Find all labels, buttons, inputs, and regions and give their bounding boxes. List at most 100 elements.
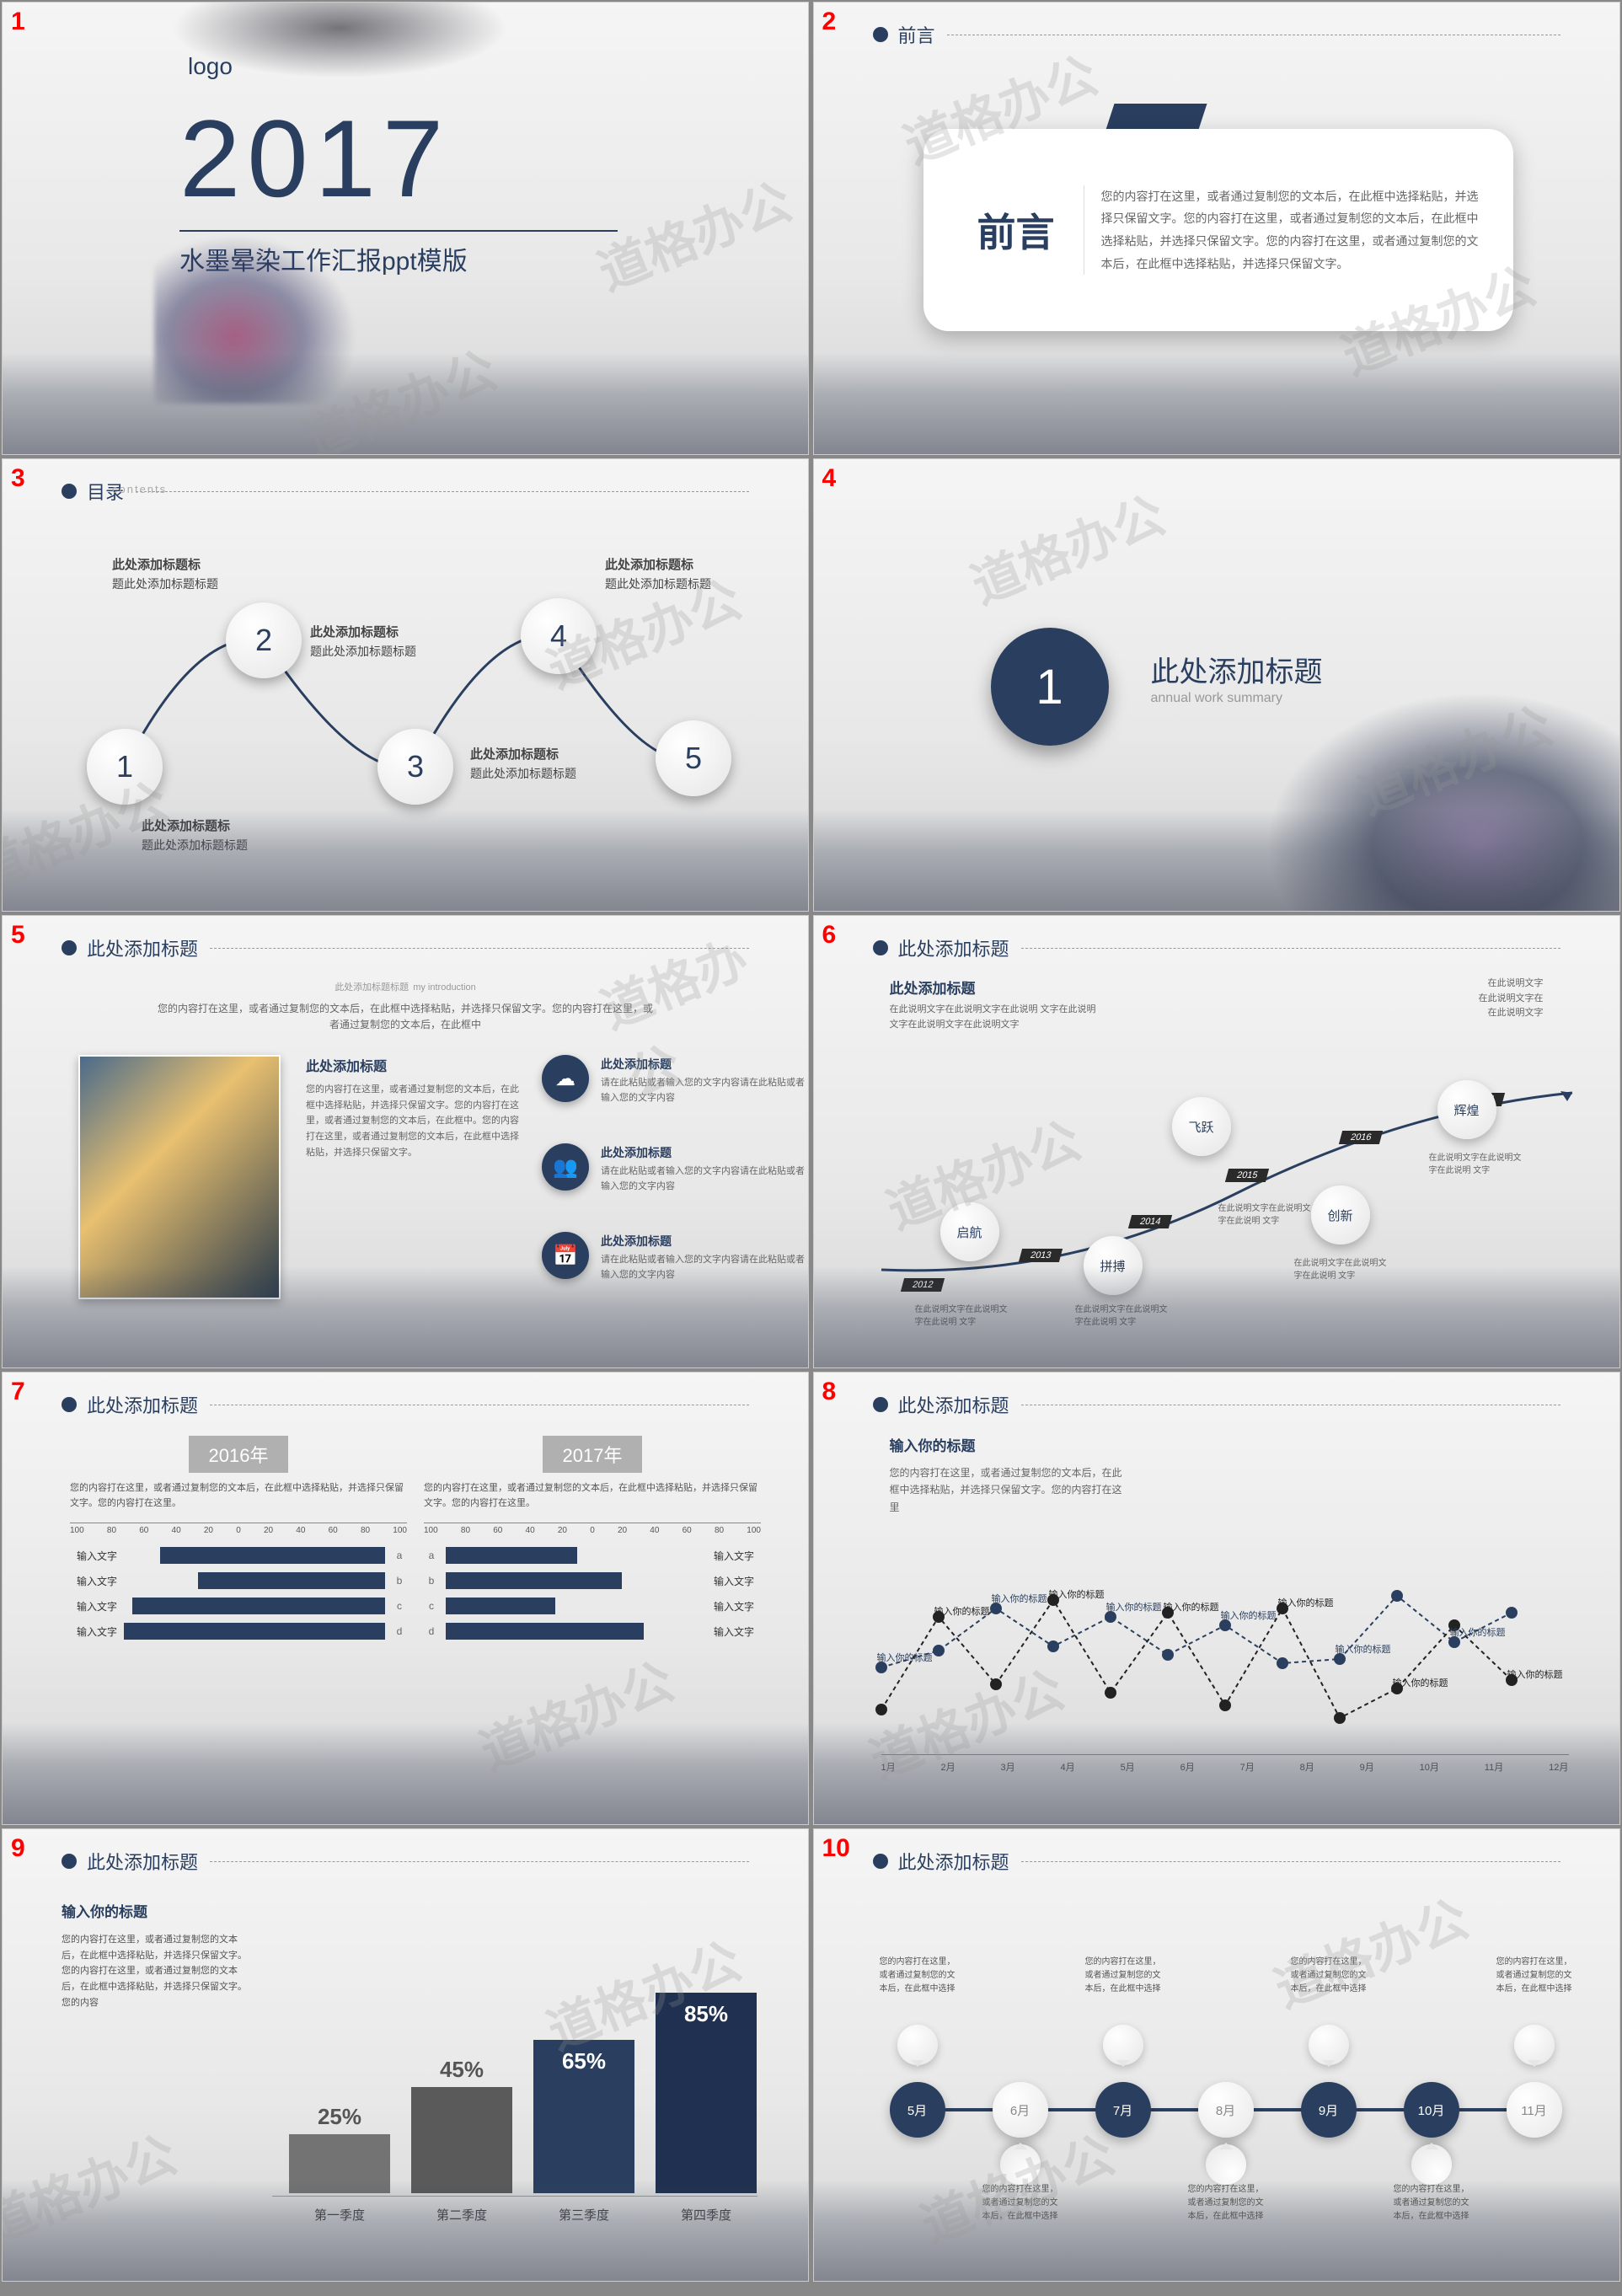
speech-bubble-icon [897,2025,938,2065]
speech-bubble-icon [1206,2144,1246,2185]
slide-grid: 1 logo 2017 水墨晕染工作汇报ppt模版 道格办公 道格办公 2 前言… [0,0,1622,2283]
series-label: 输入你的标题 [1336,1642,1391,1656]
preface-body: 您的内容打在这里，或者通过复制您的文本后，在此框中选择粘贴，并选择只保留文字。您… [1084,185,1488,275]
toc-label: 此处添加标题标题此处添加标题标题 [112,556,218,593]
slide-header: 此处添加标题 [873,1391,1560,1418]
speech-bubble-icon [1103,2025,1143,2065]
top-text-row: 此处添加标题在此说明文字在此说明文字在此说明 文字在此说明文字在此说明文字在此说… [890,977,1544,1032]
left-title: 输入你的标题 [62,1901,255,1925]
header-title: 此处添加标题 [87,1391,198,1418]
intro-title: 此处添加标题标题 [335,982,409,993]
section-subtitle: annual work summary [1151,691,1283,706]
month-node: 10月 [1404,2082,1459,2138]
slide-6: 6 此处添加标题 此处添加标题在此说明文字在此说明文字在此说明 文字在此说明文字… [813,915,1620,1368]
header-title: 此处添加标题 [87,1848,198,1875]
mid-body: 您的内容打在这里，或者通过复制您的文本后，在此框中选择粘贴，并选择只保留文字。您… [306,1082,525,1160]
series-label: 输入你的标题 [992,1592,1047,1605]
mid-title: 此处添加标题 [306,1055,525,1075]
slide-3: 3 目录 contents 1 2 3 4 5 此处添加标题标题此处添加标题标题… [2,458,809,912]
header-dot-icon [62,940,77,955]
slide-header: 此处添加标题 [873,934,1560,961]
slide-header: 此处添加标题 [62,1391,749,1418]
month-node: 5月 [890,2082,945,2138]
toc-node-5: 5 [656,720,731,796]
slide-number: 6 [822,921,837,950]
series-label: 输入你的标题 [1221,1608,1277,1622]
speech-bubble-icon [1514,2025,1555,2065]
month-note: 您的内容打在这里，或者通过复制您的文本后，在此框中选择 [1394,2183,1469,2224]
month-node: 8月 [1198,2082,1254,2138]
mountain-bg [3,1266,808,1367]
people-icon: 👥 [542,1143,589,1191]
month-note: 您的内容打在这里，或者通过复制您的文本后，在此框中选择 [1496,1956,1572,1996]
slide-number: 4 [822,464,837,493]
timeline-node: 启航 [940,1202,999,1261]
header-line [1021,948,1560,949]
slide-number: 3 [11,464,25,493]
toc-label: 此处添加标题标题此处添加标题标题 [605,556,711,593]
chart-title-block: 输入你的标题 您的内容打在这里，或者通过复制您的文本后，在此框中选择粘贴，并选择… [890,1435,1126,1516]
watermark: 道格办公 [959,474,1174,618]
preface-box: 前言 您的内容打在这里，或者通过复制您的文本后，在此框中选择粘贴，并选择只保留文… [923,129,1513,331]
toc-label: 此处添加标题标题此处添加标题标题 [310,624,416,661]
topleft-title: 此处添加标题 [890,977,1100,998]
timeline-node: 飞跃 [1172,1097,1231,1156]
slide-number: 1 [11,8,25,36]
bar-row: b输入文字 [424,1572,761,1589]
header-title: 此处添加标题 [898,934,1009,961]
timeline-note: 在此说明文字在此说明文字在此说明 文字 [1429,1152,1522,1177]
mountain-bg [814,810,1619,911]
speech-bubble-icon [1000,2144,1041,2185]
month-node: 11月 [1507,2082,1562,2138]
intro-block: 此处添加标题标题 my introduction 您的内容打在这里，或者通过复制… [154,973,656,1033]
chart-title: 输入你的标题 [890,1435,1126,1459]
chart-desc: 您的内容打在这里，或者通过复制您的文本后，在此框中选择粘贴，并选择只保留文字。您… [890,1464,1126,1516]
slide-7: 7 此处添加标题 2016年 您的内容打在这里，或者通过复制您的文本后，在此框中… [2,1372,809,1825]
watermark: 道格办公 [586,161,800,305]
mountain-bg [814,1266,1619,1367]
mountain-bg [3,1723,808,1824]
mountain-bg [3,2180,808,2281]
toc-node-4: 4 [521,598,597,674]
slide-2: 2 前言 前言 您的内容打在这里，或者通过复制您的文本后，在此框中选择粘贴，并选… [813,2,1620,455]
slide-number: 5 [11,921,25,950]
left-text-block: 输入你的标题 您的内容打在这里，或者通过复制您的文本后，在此框中选择粘贴，并选择… [62,1901,255,2010]
series-label: 输入你的标题 [1106,1600,1162,1614]
intro-tag: my introduction [413,982,476,993]
month-note: 您的内容打在这里，或者通过复制您的文本后，在此框中选择 [1085,1956,1161,1996]
intro-body: 您的内容打在这里，或者通过复制您的文本后，在此框中选择粘贴，并选择只保留文字。您… [154,1001,656,1033]
header-dot-icon [62,1397,77,1412]
slide-number: 8 [822,1378,837,1406]
bar-column-left: 2016年 您的内容打在这里，或者通过复制您的文本后，在此框中选择粘贴，并选择只… [70,1436,407,1648]
timeline-year: 2013 [1018,1249,1063,1262]
series-label: 输入你的标题 [1049,1587,1105,1601]
speech-bubble-icon [1309,2025,1349,2065]
scale-axis: 10080604020020406080100 [424,1523,761,1535]
month-node: 9月 [1301,2082,1357,2138]
header-dot-icon [62,1854,77,1869]
bar-row: 输入文字c [70,1598,407,1614]
slide-header: 前言 [873,21,1560,48]
year-label: 2016年 [189,1436,289,1473]
series-label: 输入你的标题 [1450,1625,1506,1639]
slide-1: 1 logo 2017 水墨晕染工作汇报ppt模版 道格办公 道格办公 [2,2,809,455]
series-label: 输入你的标题 [1507,1667,1563,1681]
bar-row: c输入文字 [424,1598,761,1614]
slide-number: 7 [11,1378,25,1406]
series-label: 输入你的标题 [1278,1596,1334,1609]
preface-label: 前言 [949,202,1084,258]
watermark: 道格办公 [1262,1878,1477,2022]
header-title: 此处添加标题 [898,1848,1009,1875]
bar-row: a输入文字 [424,1547,761,1564]
header-dot-icon [873,27,888,42]
logo-text: logo [188,53,233,80]
mountain-bg [3,353,808,454]
mountain-bg [814,353,1619,454]
cloud-icon: ☁ [542,1055,589,1102]
toc-node-2: 2 [226,602,302,678]
mid-text-block: 此处添加标题 您的内容打在这里，或者通过复制您的文本后，在此框中选择粘贴，并选择… [306,1055,525,1160]
timeline-year: 2014 [1127,1215,1172,1228]
header-title: 前言 [898,21,935,48]
slide-4: 4 1 此处添加标题 annual work summary 道格办公 道格办公 [813,458,1620,912]
header-title: 此处添加标题 [898,1391,1009,1418]
